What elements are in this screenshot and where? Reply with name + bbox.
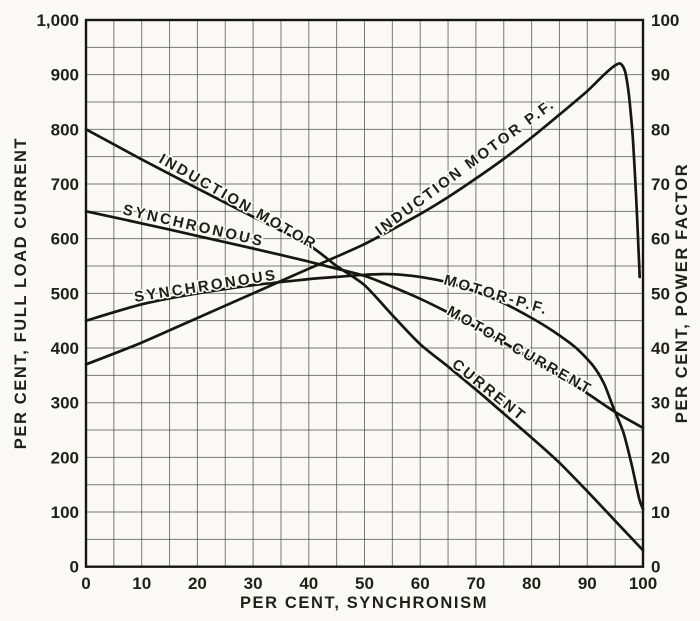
right-tick-label: 30 [651,394,670,413]
left-tick-label: 800 [51,120,79,139]
curve-induction-motor-current [84,127,645,552]
x-tick-label: 10 [132,574,151,593]
right-tick-label: 50 [651,284,670,303]
x-tick-label: 80 [522,574,541,593]
x-tick-label: 70 [466,574,485,593]
right-tick-label: 40 [651,339,670,358]
x-axis-tick-labels: 0 10 20 30 40 50 60 70 80 90 100 [81,574,657,593]
left-tick-label: 1,000 [36,11,79,30]
x-tick-label: 90 [578,574,597,593]
x-tick-label: 50 [355,574,374,593]
left-tick-label: 0 [70,558,79,577]
right-tick-label: 70 [651,175,670,194]
x-axis-title: PER CENT, SYNCHRONISM [240,594,488,612]
x-tick-label: 20 [188,574,207,593]
left-tick-label: 300 [51,394,79,413]
left-tick-label: 200 [51,448,79,467]
left-tick-label: 900 [51,66,79,85]
right-tick-label: 90 [651,66,670,85]
x-tick-label: 40 [299,574,318,593]
left-tick-label: 700 [51,175,79,194]
left-tick-label: 400 [51,339,79,358]
curve-induction-motor-pf [84,62,642,366]
right-tick-label: 20 [651,448,670,467]
right-tick-label: 100 [651,11,679,30]
left-tick-label: 500 [51,284,79,303]
x-tick-label: 60 [411,574,430,593]
plot-border [84,18,645,568]
x-tick-label: 100 [629,574,657,593]
right-axis-title: PER CENT, POWER FACTOR [673,163,691,423]
x-tick-label: 0 [81,574,90,593]
left-tick-label: 600 [51,230,79,249]
left-axis-title: PER CENT, FULL LOAD CURRENT [12,137,30,449]
right-tick-label: 60 [651,230,670,249]
left-axis-tick-labels: 1,000 900 800 700 600 500 400 300 200 100 0 [36,11,79,577]
right-tick-label: 0 [651,558,660,577]
x-tick-label: 30 [244,574,263,593]
curves [84,62,645,552]
left-tick-label: 100 [51,503,79,522]
right-tick-label: 10 [651,503,670,522]
curve-synchronous-motor-current [84,209,645,430]
right-tick-label: 80 [651,120,670,139]
